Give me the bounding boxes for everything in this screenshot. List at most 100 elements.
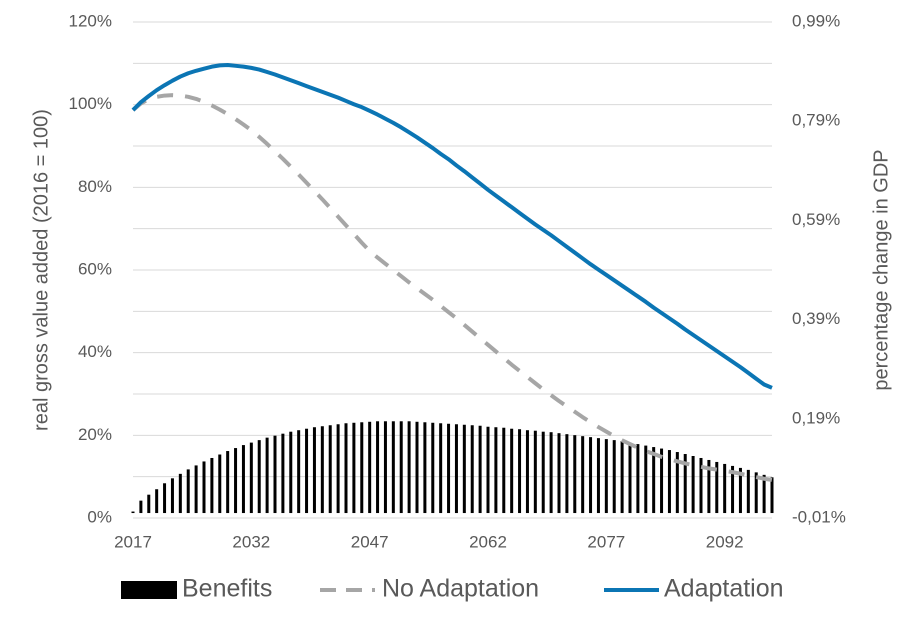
bar <box>155 489 159 514</box>
bar <box>675 452 679 514</box>
bar <box>660 448 664 514</box>
bar <box>423 422 427 514</box>
x-tick-label: 2092 <box>706 532 744 551</box>
bar <box>652 447 656 514</box>
bar <box>723 463 727 514</box>
y-tick-label: 20% <box>78 425 112 444</box>
bar <box>131 511 135 514</box>
bar <box>194 465 198 514</box>
y-tick-label: 60% <box>78 259 112 278</box>
bar <box>320 426 324 514</box>
bar <box>391 421 395 514</box>
bar <box>596 438 600 514</box>
bar <box>226 451 230 514</box>
bar <box>281 433 285 514</box>
bar <box>454 424 458 514</box>
x-tick-label: 2017 <box>114 532 152 551</box>
bar <box>336 424 340 514</box>
bar <box>770 477 774 514</box>
bar <box>399 421 403 514</box>
bar <box>715 461 719 514</box>
bar <box>202 461 206 514</box>
bar <box>368 421 372 514</box>
bar <box>383 421 387 514</box>
bar <box>234 448 238 514</box>
bar <box>691 456 695 514</box>
bar <box>186 469 190 514</box>
bar <box>549 432 553 514</box>
bar <box>494 427 498 514</box>
bar <box>636 444 640 514</box>
bar <box>604 439 608 514</box>
bar <box>510 428 514 514</box>
y-tick-label: 0% <box>87 507 112 526</box>
bar <box>249 442 253 514</box>
y2-tick-label: 0,19% <box>792 408 840 427</box>
y-tick-label: 40% <box>78 342 112 361</box>
y-axis-title: real gross value added (2016 = 100) <box>30 109 52 431</box>
bar <box>667 450 671 514</box>
bar <box>360 422 364 514</box>
bar <box>533 430 537 514</box>
bar <box>470 425 474 514</box>
bar <box>518 429 522 514</box>
bar <box>139 500 143 514</box>
bar <box>581 436 585 514</box>
legend-label: No Adaptation <box>382 575 539 603</box>
y2-tick-label: 0,39% <box>792 309 840 328</box>
y2-tick-label: 0,79% <box>792 111 840 130</box>
bar <box>573 435 577 514</box>
bar <box>502 427 506 514</box>
bar <box>241 445 245 514</box>
bar <box>644 445 648 514</box>
bar <box>447 423 451 514</box>
bar <box>525 430 529 514</box>
bar <box>478 425 482 514</box>
legend-label: Benefits <box>182 575 272 603</box>
bar <box>273 435 277 514</box>
bar <box>754 472 758 514</box>
bar <box>731 465 735 514</box>
x-tick-label: 2047 <box>351 532 389 551</box>
y-tick-label: 100% <box>69 94 112 113</box>
bar <box>257 440 261 514</box>
bar <box>541 431 545 514</box>
y-tick-label: 80% <box>78 177 112 196</box>
y-tick-label: 120% <box>69 11 112 30</box>
line <box>131 93 773 482</box>
x-tick-label: 2032 <box>232 532 270 551</box>
bar <box>328 425 332 514</box>
x-tick-label: 2077 <box>587 532 625 551</box>
bar <box>147 494 151 514</box>
bar <box>612 440 616 514</box>
bar <box>707 459 711 514</box>
legend-swatch <box>121 581 177 599</box>
y2-tick-label: 0,59% <box>792 210 840 229</box>
bar <box>407 421 411 514</box>
bar <box>557 433 561 514</box>
bar <box>462 424 466 514</box>
legend-label: Adaptation <box>664 575 784 603</box>
y2-tick-label: -0,01% <box>792 507 846 526</box>
bar <box>486 426 490 514</box>
y2-tick-label: 0,99% <box>792 11 840 30</box>
bar <box>376 421 380 514</box>
bar <box>178 473 182 514</box>
bar <box>746 469 750 514</box>
bar <box>265 437 269 514</box>
bar <box>344 423 348 514</box>
bar <box>762 474 766 514</box>
bar <box>312 427 316 514</box>
bar <box>565 434 569 514</box>
bar <box>305 428 309 514</box>
y2-axis-title: percentage change in GDP <box>870 149 892 390</box>
bar <box>589 437 593 514</box>
bar <box>289 431 293 514</box>
line <box>131 62 773 390</box>
bar <box>352 422 356 514</box>
bar <box>297 430 301 514</box>
bar <box>170 478 174 514</box>
bar <box>431 422 435 514</box>
bar <box>699 457 703 514</box>
bar <box>439 423 443 514</box>
